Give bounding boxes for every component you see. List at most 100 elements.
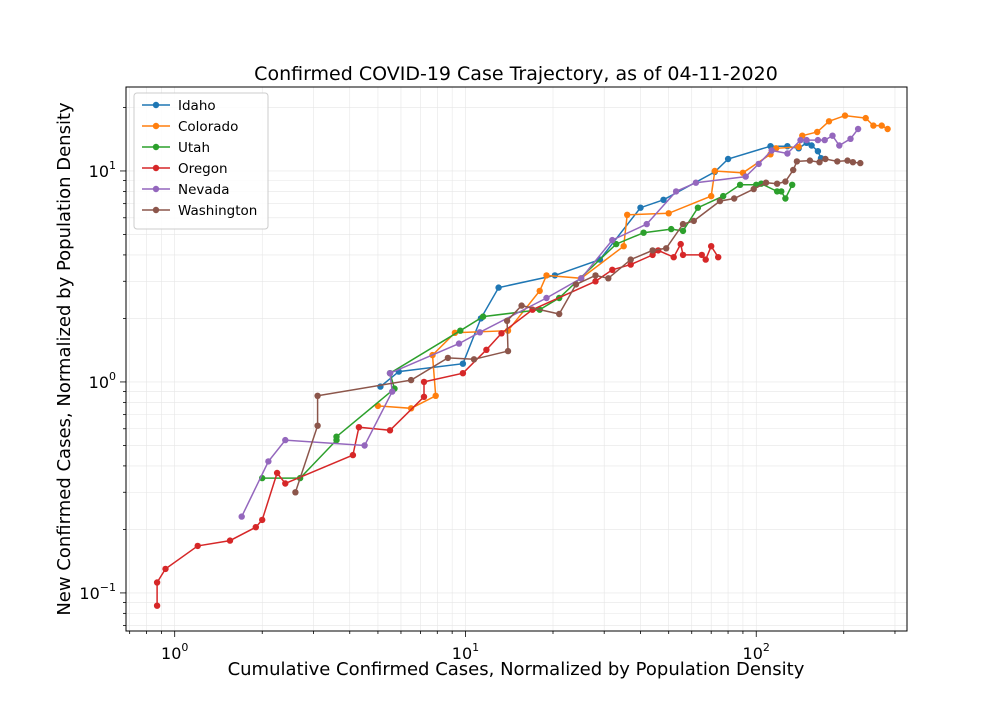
data-point	[679, 251, 687, 259]
data-point	[690, 217, 697, 225]
legend-marker	[152, 101, 160, 109]
data-point	[613, 240, 620, 248]
data-point	[543, 294, 550, 302]
data-point	[238, 513, 245, 520]
data-point	[814, 148, 822, 155]
data-point	[731, 195, 738, 202]
data-point	[822, 155, 829, 163]
data-point	[849, 159, 857, 166]
legend-label: Nevada	[178, 182, 230, 198]
data-point	[194, 542, 201, 550]
data-point	[407, 405, 415, 412]
data-point	[789, 181, 796, 188]
x-tick-label: 102	[743, 641, 770, 663]
data-point	[808, 142, 815, 149]
data-point	[361, 442, 368, 449]
data-point	[389, 388, 396, 395]
data-point	[736, 181, 744, 188]
data-point	[649, 247, 656, 254]
legend-label: Colorado	[178, 119, 238, 135]
data-point	[834, 158, 841, 165]
data-point	[692, 179, 700, 186]
data-point	[694, 204, 702, 211]
data-point	[444, 354, 452, 362]
data-point	[663, 245, 670, 252]
data-point	[386, 427, 394, 434]
data-point	[349, 451, 357, 459]
data-point	[457, 327, 464, 334]
data-point	[503, 317, 511, 324]
legend-item: Washington	[142, 203, 257, 219]
data-point	[829, 132, 836, 139]
data-point	[806, 157, 814, 164]
data-point	[884, 125, 891, 133]
data-point	[677, 240, 684, 248]
data-point	[665, 210, 672, 217]
data-point	[821, 136, 828, 144]
legend-label: Washington	[178, 203, 257, 219]
data-point	[153, 579, 161, 586]
data-point	[716, 197, 724, 205]
data-point	[483, 346, 490, 353]
data-point	[470, 356, 478, 363]
data-point	[455, 340, 463, 347]
x-tick-label: 101	[452, 641, 479, 663]
data-point	[816, 159, 823, 166]
data-point	[292, 489, 299, 496]
plot-frame	[125, 86, 908, 632]
data-point	[768, 147, 775, 154]
data-point	[476, 329, 483, 336]
legend-label: Utah	[178, 140, 210, 156]
data-point	[624, 211, 631, 218]
data-point	[572, 281, 580, 288]
data-point	[153, 602, 161, 609]
data-point	[755, 160, 762, 168]
x-tick-label: 100	[161, 641, 188, 663]
data-point	[273, 469, 281, 477]
data-point	[795, 143, 802, 151]
data-point	[282, 436, 289, 444]
data-point	[637, 204, 644, 211]
data-point	[814, 136, 822, 144]
data-point	[627, 256, 634, 263]
data-point	[857, 159, 864, 167]
series-washington	[292, 155, 864, 496]
data-point	[825, 118, 833, 125]
data-point	[750, 185, 757, 193]
data-point	[715, 254, 722, 261]
data-point	[778, 188, 785, 195]
data-point	[459, 360, 467, 367]
data-point	[627, 261, 634, 268]
axis-ticks: 100 101 102 10−1 100 101	[79, 107, 896, 663]
data-point	[660, 196, 667, 203]
data-point	[420, 393, 428, 400]
data-point	[495, 284, 502, 291]
data-point	[592, 278, 599, 285]
chart-title: Confirmed COVID-19 Case Trajectory, as o…	[254, 63, 778, 85]
legend-item: Nevada	[142, 182, 230, 198]
data-point	[668, 225, 675, 233]
data-point	[333, 433, 340, 440]
data-point	[355, 424, 363, 431]
data-point	[479, 313, 487, 320]
data-point	[314, 392, 321, 399]
data-point	[536, 287, 543, 295]
legend-marker	[152, 185, 160, 193]
legend-item: Utah	[142, 140, 210, 156]
data-point	[259, 516, 266, 524]
data-point	[609, 266, 616, 273]
data-point	[543, 272, 550, 279]
data-point	[720, 192, 727, 200]
data-point	[854, 125, 862, 133]
data-point	[386, 370, 394, 377]
data-point	[679, 220, 687, 228]
plot-series	[153, 112, 891, 609]
data-point	[420, 378, 428, 386]
data-point	[556, 310, 563, 318]
data-point	[314, 422, 321, 429]
data-point	[649, 251, 656, 259]
legend-marker	[152, 122, 160, 130]
data-point	[459, 370, 467, 377]
legend-item: Oregon	[142, 161, 228, 177]
